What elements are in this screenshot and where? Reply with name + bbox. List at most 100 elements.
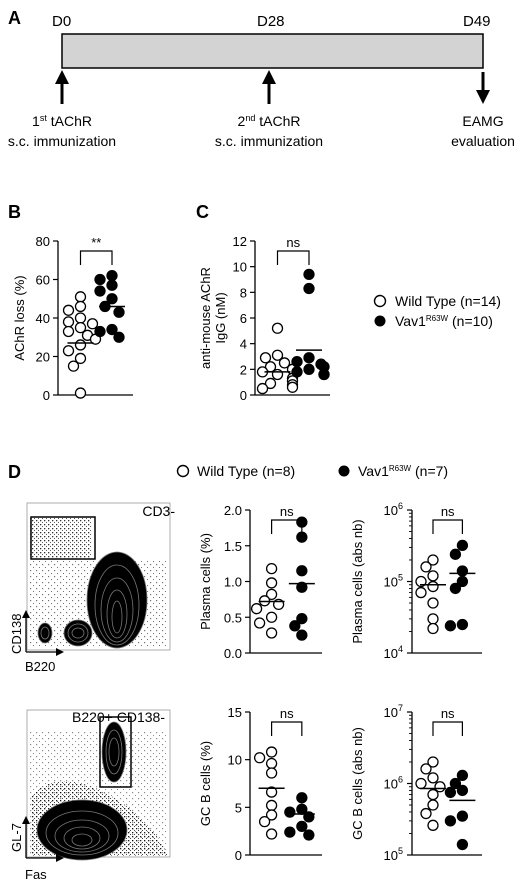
data-point-wild-type <box>265 786 278 798</box>
y-tick-label: 10 <box>228 753 242 768</box>
data-point-wild-type <box>427 756 439 768</box>
data-point-wild-type <box>271 368 284 381</box>
data-point-vav1 <box>456 565 469 577</box>
facs-bottom-x-axis: Fas <box>25 867 47 882</box>
facs-gate-bottom <box>99 716 132 788</box>
data-point-vav1 <box>456 810 469 822</box>
data-point-wild-type <box>271 349 284 361</box>
data-point-wild-type <box>286 381 299 393</box>
data-point-vav1 <box>444 815 457 827</box>
significance-bracket <box>432 519 463 534</box>
data-point-wild-type <box>265 611 278 623</box>
y-tick-label: 0.0 <box>224 646 242 661</box>
legend-d-vav-marker <box>338 465 350 477</box>
y-tick-base: 10 <box>384 777 398 792</box>
y-tick-base: 10 <box>384 848 398 863</box>
legend-wt-marker <box>373 294 387 308</box>
data-point-wild-type <box>86 318 99 330</box>
timeline-day-0: D0 <box>52 13 71 30</box>
y-tick-label: 40 <box>36 311 50 326</box>
data-point-wild-type <box>427 799 439 811</box>
timeline-day-49: D49 <box>463 13 491 30</box>
data-point-wild-type <box>271 322 284 334</box>
legend-wt-label: Wild Type (n=14) <box>395 293 501 309</box>
data-point-wild-type <box>415 777 427 790</box>
data-point-vav1 <box>94 325 106 338</box>
data-point-wild-type <box>74 321 87 334</box>
data-point-wild-type <box>253 617 266 629</box>
data-point-wild-type <box>427 788 439 801</box>
step-1-label: 1st tAChR <box>32 113 92 129</box>
significance-bracket <box>79 250 113 265</box>
step-2-sublabel: s.c. immunization <box>215 133 323 149</box>
data-point-wild-type <box>62 304 75 316</box>
y-tick-label: 0.5 <box>224 610 242 625</box>
data-point-vav1 <box>296 565 308 577</box>
y-tick-label: 0 <box>235 848 242 863</box>
y-tick-label: 104 <box>384 644 403 661</box>
data-point-wild-type <box>427 819 439 831</box>
data-point-vav1 <box>456 575 469 588</box>
y-tick-label: 106 <box>384 775 403 792</box>
data-point-vav1 <box>444 786 457 799</box>
data-point-wild-type <box>420 561 432 573</box>
timeline-day-28: D28 <box>257 13 285 30</box>
data-point-wild-type <box>74 352 87 365</box>
y-tick-label: 0 <box>43 388 50 403</box>
chart-achr-loss: 0 20 40 60 80 AChR loss (%) ** <box>12 234 133 403</box>
data-point-wild-type <box>415 575 427 588</box>
facs-bottom-y-axis: GL-7 <box>9 823 24 852</box>
data-point-vav1 <box>456 784 469 797</box>
data-point-wild-type <box>427 622 439 635</box>
significance-label: ns <box>280 706 294 721</box>
y-tick-base: 10 <box>384 646 398 661</box>
data-point-vav1 <box>106 323 118 336</box>
chart-gc-b-cells-percent: 0 5 10 15 GC B cells (%) ns <box>198 705 322 863</box>
data-point-wild-type <box>256 382 269 395</box>
significance-bracket <box>276 250 310 265</box>
significance-label: ns <box>286 235 300 250</box>
data-point-vav1 <box>456 539 469 552</box>
data-point-vav1 <box>289 620 301 632</box>
data-point-wild-type <box>420 763 432 775</box>
data-point-wild-type <box>62 316 75 328</box>
step-3-sublabel: evaluation <box>451 133 515 149</box>
y-tick-label: 2.0 <box>224 503 242 518</box>
data-point-wild-type <box>253 752 266 764</box>
y-tick-label: 0 <box>240 388 247 403</box>
facs-plot-cd138-b220: CD3- CD138 B220 <box>9 502 175 674</box>
data-point-wild-type <box>250 603 263 615</box>
data-point-wild-type <box>259 352 272 364</box>
panel-letter-d: D <box>8 462 21 482</box>
legend-vav-label: Vav1R63W (n=10) <box>395 313 493 329</box>
y-tick-base: 10 <box>384 503 398 518</box>
data-point-wild-type <box>278 357 291 369</box>
y-tick-exponent: 5 <box>398 573 403 583</box>
legend-d-wt-marker <box>176 464 190 478</box>
data-point-vav1 <box>303 352 315 364</box>
y-axis-label: Plasma cells (abs nb) <box>350 519 365 643</box>
data-point-vav1 <box>303 282 315 295</box>
y-tick-label: 15 <box>228 705 242 720</box>
data-point-wild-type <box>265 588 278 601</box>
y-axis-label: GC B cells (%) <box>198 741 213 826</box>
significance-label: ns <box>441 706 455 721</box>
data-point-vav1 <box>456 618 469 631</box>
data-point-wild-type <box>415 586 427 599</box>
legend-d: Wild Type (n=8) Vav1R63W (n=7) <box>176 463 448 479</box>
y-tick-base: 10 <box>384 705 398 720</box>
panel-letter-b: B <box>8 202 21 222</box>
data-point-vav1 <box>449 548 462 560</box>
data-point-wild-type <box>74 312 87 324</box>
data-point-vav1 <box>449 777 462 790</box>
y-tick-label: 105 <box>384 573 403 590</box>
data-point-wild-type <box>427 772 439 784</box>
y-tick-label: 1.0 <box>224 575 242 590</box>
y-tick-label: 10 <box>233 260 247 275</box>
data-point-vav1 <box>303 268 315 281</box>
data-point-wild-type <box>74 339 87 351</box>
significance-bracket <box>432 721 463 736</box>
data-point-vav1 <box>296 629 308 641</box>
